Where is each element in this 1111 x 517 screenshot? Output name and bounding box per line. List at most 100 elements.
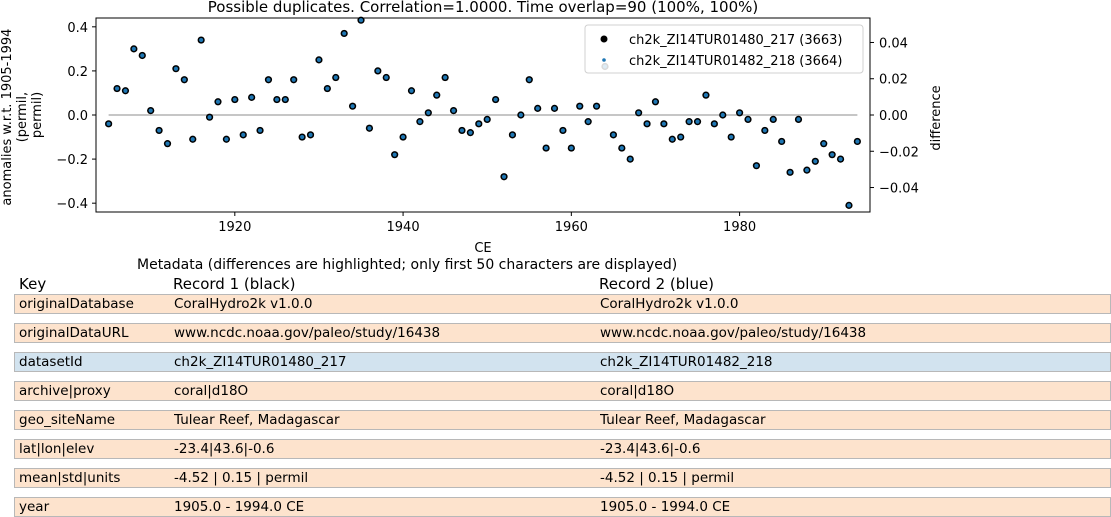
data-point-record-2 <box>156 128 162 133</box>
metadata-header-record-1: Record 1 (black) <box>173 275 296 293</box>
metadata-header-record-2: Record 2 (blue) <box>599 275 715 293</box>
metadata-key-cell: lat|lon|elev <box>19 441 95 457</box>
data-point-record-2 <box>426 110 431 115</box>
metadata-row: lat|lon|elev -23.4|43.6|-0.6 -23.4|43.6|-0… <box>14 439 1111 459</box>
y2-axis-ticks: 0.04 0.02 0.00 −0.02 −0.04 <box>870 36 919 197</box>
data-point-record-2 <box>123 88 128 93</box>
metadata-record-2-cell: Tulear Reef, Madagascar <box>600 412 766 428</box>
data-point-record-2 <box>577 104 582 109</box>
data-point-record-2 <box>527 77 532 82</box>
data-point-record-2 <box>392 152 397 157</box>
metadata-key-cell: originalDatabase <box>19 296 134 312</box>
x-tick-label: 1980 <box>723 220 756 235</box>
metadata-row: originalDatabase CoralHydro2k v1.0.0 Coral… <box>14 294 1111 314</box>
data-point-record-2 <box>493 97 498 102</box>
data-point-record-2 <box>586 119 591 124</box>
metadata-key-cell: archive|proxy <box>19 383 111 399</box>
data-point-record-2 <box>342 31 347 36</box>
data-point-record-2 <box>199 37 204 43</box>
chart-title: Possible duplicates. Correlation=1.0000.… <box>208 0 759 16</box>
y-tick-label: 0.0 <box>67 109 88 124</box>
data-point-record-2 <box>678 134 683 140</box>
data-point-record-2 <box>628 156 633 162</box>
y-tick-label: 0.2 <box>67 65 88 80</box>
data-point-record-2 <box>695 119 700 124</box>
x-axis-label: CE <box>474 241 491 256</box>
y-tick-label: 0.4 <box>67 21 88 36</box>
y2-tick-label: 0.04 <box>879 36 908 51</box>
x-axis-ticks: 1920 1940 1960 1980 <box>218 212 756 235</box>
metadata-header-key: Key <box>19 275 47 293</box>
metadata-record-1-cell: ch2k_ZI14TUR01480_217 <box>174 354 347 370</box>
data-point-record-2 <box>804 168 810 173</box>
data-point-record-2 <box>703 93 709 98</box>
x-tick-label: 1960 <box>555 220 588 235</box>
metadata-record-2-cell: CoralHydro2k v1.0.0 <box>600 296 739 312</box>
data-point-record-2 <box>729 134 734 140</box>
data-point-record-2 <box>274 97 279 102</box>
metadata-row: originalDataURL www.ncdc.noaa.gov/paleo/s… <box>14 323 1111 343</box>
data-point-record-2 <box>182 77 187 82</box>
data-point-record-2 <box>712 121 717 126</box>
data-point-record-2 <box>560 128 566 133</box>
data-point-record-2 <box>813 159 818 164</box>
data-point-record-2 <box>619 145 624 151</box>
metadata-record-1-cell: CoralHydro2k v1.0.0 <box>174 296 313 312</box>
metadata-key-cell: geo_siteName <box>19 412 116 428</box>
data-point-record-2 <box>367 126 372 131</box>
data-point-record-2 <box>552 106 557 111</box>
metadata-record-1-cell: www.ncdc.noaa.gov/paleo/study/16438 <box>174 325 441 341</box>
data-points <box>105 16 861 209</box>
data-point-record-2 <box>409 88 414 93</box>
legend: ch2k_ZI14TUR01480_217 (3663) ch2k_ZI14TU… <box>584 24 864 74</box>
data-point-record-2 <box>358 18 364 23</box>
data-point-record-2 <box>300 134 305 140</box>
data-point-record-2 <box>830 152 835 157</box>
data-point-record-2 <box>443 75 448 80</box>
data-point-record-2 <box>249 95 254 100</box>
metadata-record-1-cell: -4.52 | 0.15 | permil <box>174 470 309 486</box>
data-point-record-2 <box>333 75 338 80</box>
data-point-record-2 <box>838 156 843 162</box>
data-point-record-2 <box>375 68 380 74</box>
data-point-record-2 <box>224 137 229 142</box>
metadata-record-1-cell: Tulear Reef, Madagascar <box>174 412 340 428</box>
metadata-record-2-cell: -4.52 | 0.15 | permil <box>600 470 735 486</box>
x-tick-label: 1940 <box>387 220 420 235</box>
data-point-record-2 <box>787 170 793 175</box>
data-point-record-2 <box>771 117 776 122</box>
y-axis-ticks: 0.4 0.2 0.0 −0.2 −0.4 <box>56 21 96 212</box>
data-point-record-2 <box>165 141 170 146</box>
y2-tick-label: −0.04 <box>879 182 919 197</box>
data-point-record-2 <box>501 174 507 179</box>
data-point-record-2 <box>417 119 423 124</box>
data-point-record-2 <box>670 137 675 142</box>
data-point-record-2 <box>644 121 650 126</box>
data-point-record-2 <box>510 132 515 137</box>
data-point-record-2 <box>636 110 641 115</box>
data-point-record-2 <box>148 108 153 113</box>
data-point-record-2 <box>518 112 523 118</box>
legend-label-record-2: ch2k_ZI14TUR01482_218 (3664) <box>629 54 842 69</box>
data-point-record-2 <box>745 117 751 122</box>
data-point-record-2 <box>316 57 322 62</box>
x-tick-label: 1920 <box>218 220 251 235</box>
metadata-row: geo_siteName Tulear Reef, Madagascar Tulea… <box>14 410 1111 430</box>
data-point-record-2 <box>190 137 195 142</box>
metadata-record-1-cell: coral|d18O <box>174 383 249 399</box>
data-point-record-2 <box>131 46 136 51</box>
metadata-key-cell: datasetId <box>19 354 83 370</box>
legend-label-record-1: ch2k_ZI14TUR01480_217 (3663) <box>629 33 842 48</box>
metadata-record-2-cell: -23.4|43.6|-0.6 <box>600 441 701 457</box>
data-point-record-2 <box>384 75 389 80</box>
metadata-record-1-cell: 1905.0 - 1994.0 CE <box>174 499 305 515</box>
data-point-record-2 <box>215 99 221 104</box>
legend-marker-record-1 <box>600 35 608 43</box>
duplicate-comparison-chart: Possible duplicates. Correlation=1.0000.… <box>0 0 944 256</box>
metadata-record-1-cell: -23.4|43.6|-0.6 <box>174 441 275 457</box>
data-point-record-2 <box>535 106 540 111</box>
data-point-record-2 <box>485 117 490 122</box>
data-point-record-2 <box>569 145 574 151</box>
data-point-record-2 <box>796 117 801 122</box>
data-point-record-2 <box>661 121 666 126</box>
